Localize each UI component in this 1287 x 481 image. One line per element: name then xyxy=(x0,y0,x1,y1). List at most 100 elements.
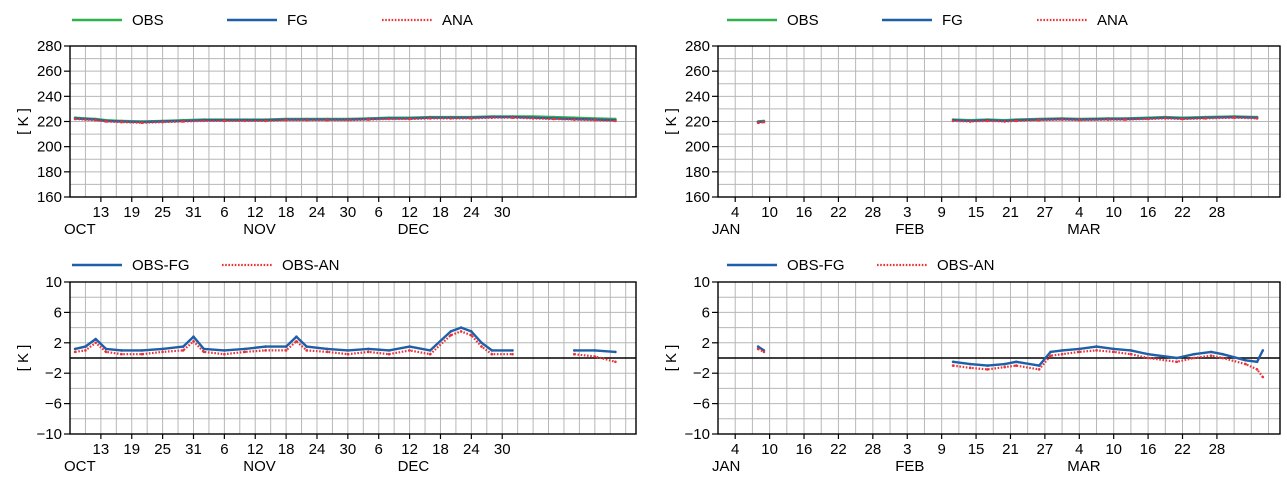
x-tick-label: 10 xyxy=(1105,441,1122,458)
data-point-ana xyxy=(284,118,288,122)
data-point-obs-an xyxy=(1221,356,1224,360)
y-tick-label: 180 xyxy=(37,164,62,181)
y-tick-label: −2 xyxy=(45,365,62,382)
y-tick-label: 160 xyxy=(685,189,710,206)
month-label: FEB xyxy=(895,458,924,475)
x-tick-label: 6 xyxy=(375,204,383,221)
x-tick-label: 28 xyxy=(1209,204,1226,221)
month-label: JAN xyxy=(712,221,740,238)
y-tick-label: 10 xyxy=(693,274,710,291)
x-tick-label: 21 xyxy=(1002,204,1019,221)
data-point-obs-an xyxy=(614,360,617,364)
y-tick-label: 2 xyxy=(702,335,710,352)
data-point-ana xyxy=(1078,118,1081,122)
data-point-ana xyxy=(1204,117,1207,120)
data-point-obs-fg xyxy=(1037,364,1041,367)
data-point-obs-fg xyxy=(969,362,972,366)
x-tick-label: 4 xyxy=(731,204,739,221)
data-point-obs-an xyxy=(511,352,514,356)
data-point-obs-fg xyxy=(367,347,370,351)
x-tick-label: 6 xyxy=(375,441,383,458)
data-point-ana xyxy=(1164,117,1167,120)
data-point-obs-an xyxy=(1095,349,1098,352)
data-point-ana xyxy=(84,118,87,121)
data-point-obs-fg xyxy=(614,350,617,354)
x-tick-label: 13 xyxy=(93,441,110,458)
month-label: DEC xyxy=(398,458,430,475)
data-point-obs-an xyxy=(986,368,989,371)
data-point-obs-fg xyxy=(295,335,298,339)
data-point-obs-fg xyxy=(1095,345,1098,348)
x-tick-label: 18 xyxy=(278,204,295,221)
x-tick-label: 25 xyxy=(154,441,171,458)
data-point-ana xyxy=(326,118,329,122)
legend-label-obs: OBS xyxy=(787,12,819,29)
data-point-ana xyxy=(140,121,144,125)
data-point-obs-fg xyxy=(428,349,432,352)
y-tick-label: 260 xyxy=(37,63,62,80)
x-tick-label: 4 xyxy=(1075,204,1083,221)
x-tick-label: 25 xyxy=(154,204,171,221)
x-tick-label: 4 xyxy=(1075,441,1083,458)
x-tick-label: 22 xyxy=(830,441,847,458)
y-tick-label: 260 xyxy=(685,63,710,80)
data-point-obs-an xyxy=(1129,352,1133,356)
data-point-obs-an xyxy=(459,330,463,333)
legend-label-obs-an: OBS-AN xyxy=(282,257,340,274)
data-point-obs-fg xyxy=(449,330,453,333)
data-point-obs-an xyxy=(1078,350,1081,354)
data-point-obs-fg xyxy=(140,349,144,352)
data-point-obs-fg xyxy=(1192,352,1196,356)
data-point-obs-fg xyxy=(573,349,576,352)
data-point-ana xyxy=(305,118,309,122)
x-tick-label: 18 xyxy=(432,204,449,221)
month-label: NOV xyxy=(243,458,276,475)
x-tick-label: 16 xyxy=(1140,204,1157,221)
data-point-obs-fg xyxy=(202,347,206,351)
data-point-obs-an xyxy=(490,352,494,356)
data-point-obs-an xyxy=(1146,356,1150,360)
data-point-obs-an xyxy=(969,366,972,370)
data-point-obs-an xyxy=(1112,350,1115,354)
x-tick-label: 31 xyxy=(185,204,202,221)
series-line-obs-fg xyxy=(952,345,1264,367)
data-point-obs-fg xyxy=(264,345,267,348)
x-tick-label: 16 xyxy=(796,204,813,221)
data-point-obs-an xyxy=(428,352,432,356)
series-line-obs-fg xyxy=(74,326,513,352)
chart-panel-3: 10 6 2 −2 −6 −10 [ K ] 13 19 25 31 6 12 18 24 30 6 12 18 24… xyxy=(15,257,637,475)
y-tick-label: 280 xyxy=(685,38,710,55)
data-point-obs-fg xyxy=(1209,350,1213,354)
data-point-ana xyxy=(1181,117,1184,121)
data-point-obs-an xyxy=(756,347,760,351)
data-point-ana xyxy=(449,117,453,120)
y-axis-label: [ K ] xyxy=(15,108,32,135)
data-point-obs-an xyxy=(346,352,350,356)
x-tick-label: 27 xyxy=(1037,441,1054,458)
data-point-obs-an xyxy=(1209,354,1213,358)
data-point-obs-fg xyxy=(408,345,411,348)
data-point-obs-an xyxy=(573,352,576,356)
data-point-ana xyxy=(1123,118,1127,121)
data-point-ana xyxy=(94,118,97,122)
data-point-obs-fg xyxy=(1146,352,1150,356)
data-point-obs-fg xyxy=(593,349,597,352)
data-point-obs-an xyxy=(243,350,247,354)
x-tick-label: 15 xyxy=(968,204,985,221)
data-point-ana xyxy=(986,119,989,123)
series-line-ana xyxy=(953,116,1258,123)
x-tick-label: 28 xyxy=(1209,441,1226,458)
data-point-ana xyxy=(552,117,555,121)
month-label: DEC xyxy=(398,221,430,238)
data-point-obs-fg xyxy=(73,347,77,351)
data-point-obs-an xyxy=(104,350,108,354)
x-tick-label: 12 xyxy=(401,204,418,221)
data-point-ana xyxy=(756,121,760,125)
data-point-ana xyxy=(1003,120,1006,123)
data-point-obs-an xyxy=(181,349,185,352)
data-point-ana xyxy=(511,116,514,119)
y-tick-label: 2 xyxy=(54,335,62,352)
data-point-obs-fg xyxy=(756,345,760,348)
legend-label-ana: ANA xyxy=(1097,12,1128,29)
data-point-obs-fg xyxy=(459,326,463,329)
